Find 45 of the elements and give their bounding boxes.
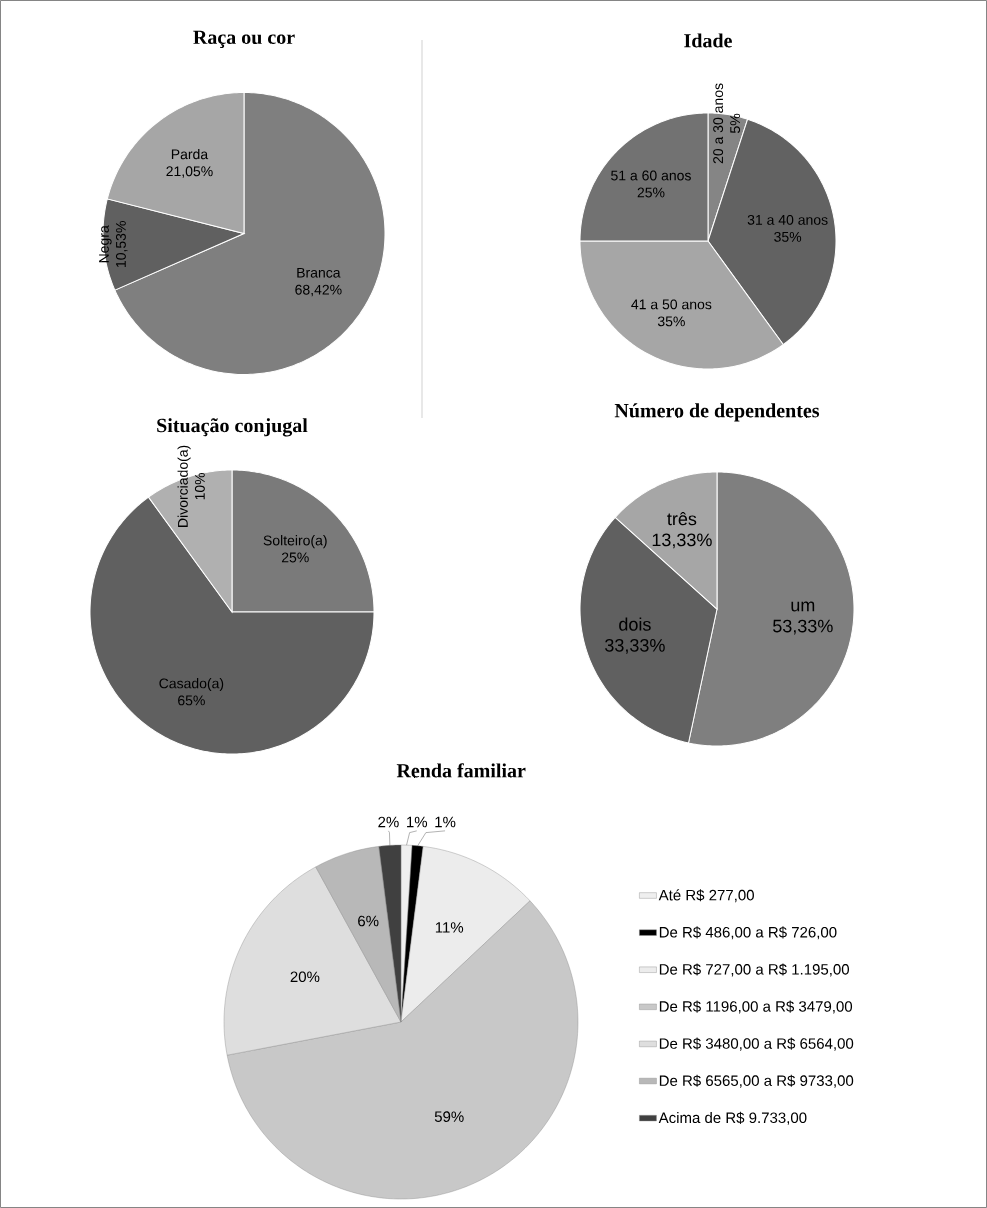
data-label: 68,42% [295, 284, 342, 297]
slice-label: Divorciado(a) [177, 445, 191, 527]
data-label: 1% [435, 816, 456, 828]
data-label: 33,33% [605, 638, 665, 654]
data-label: 6% [358, 915, 379, 927]
data-label: 21,05% [166, 166, 213, 178]
slice-label: três [667, 511, 697, 526]
data-label: 11% [435, 922, 464, 933]
slice-label: Negra [99, 225, 112, 263]
data-label: 35% [657, 316, 685, 327]
data-label: 35% [774, 231, 802, 242]
slice-label: 20 a 30 anos [713, 83, 724, 164]
data-label: 59% [434, 1111, 464, 1122]
slice-label: 41 a 50 anos [631, 299, 712, 310]
legend-label: De R$ 486,00 a R$ 726,00 [659, 926, 837, 940]
chart-title: Número de dependentes [614, 403, 820, 422]
data-label: 2% [378, 816, 399, 828]
legend-label: Até R$ 277,00 [658, 889, 754, 903]
data-label: 10% [194, 472, 205, 500]
slice-label: um [791, 601, 815, 612]
data-label: 65% [178, 695, 205, 706]
legend-label: Acima de R$ 9.733,00 [658, 1111, 807, 1125]
slice-label: Parda [171, 148, 209, 160]
data-label: 10,53% [115, 221, 128, 268]
legend-label: De R$ 3480,00 a R$ 6564,00 [659, 1037, 854, 1051]
slice-label: 51 a 60 anos [611, 170, 691, 181]
legend-label: De R$ 727,00 a R$ 1.195,00 [659, 963, 850, 977]
data-label: 53,33% [773, 619, 833, 635]
data-label: 25% [637, 187, 665, 198]
slice-label: dois [619, 617, 651, 631]
slice-label: 31 a 40 anos [747, 214, 828, 225]
data-label: 1% [407, 816, 428, 828]
data-label: 25% [281, 552, 309, 563]
chart-title: Renda familiar [396, 763, 526, 778]
chart-title: Situação conjugal [157, 418, 308, 437]
data-label: 13,33% [652, 533, 712, 549]
slice-label: Solteiro(a) [263, 535, 327, 549]
legend-label: De R$ 1196,00 a R$ 3479,00 [659, 1000, 853, 1014]
chart-title: Raça ou cor [193, 30, 295, 48]
chart-title: Idade [684, 33, 732, 48]
data-label: 20% [290, 971, 320, 983]
slice-label: Branca [297, 267, 341, 278]
data-label: 5% [730, 113, 741, 133]
slice-label: Casado(a) [159, 678, 224, 692]
legend-label: De R$ 6565,00 a R$ 9733,00 [659, 1074, 854, 1088]
